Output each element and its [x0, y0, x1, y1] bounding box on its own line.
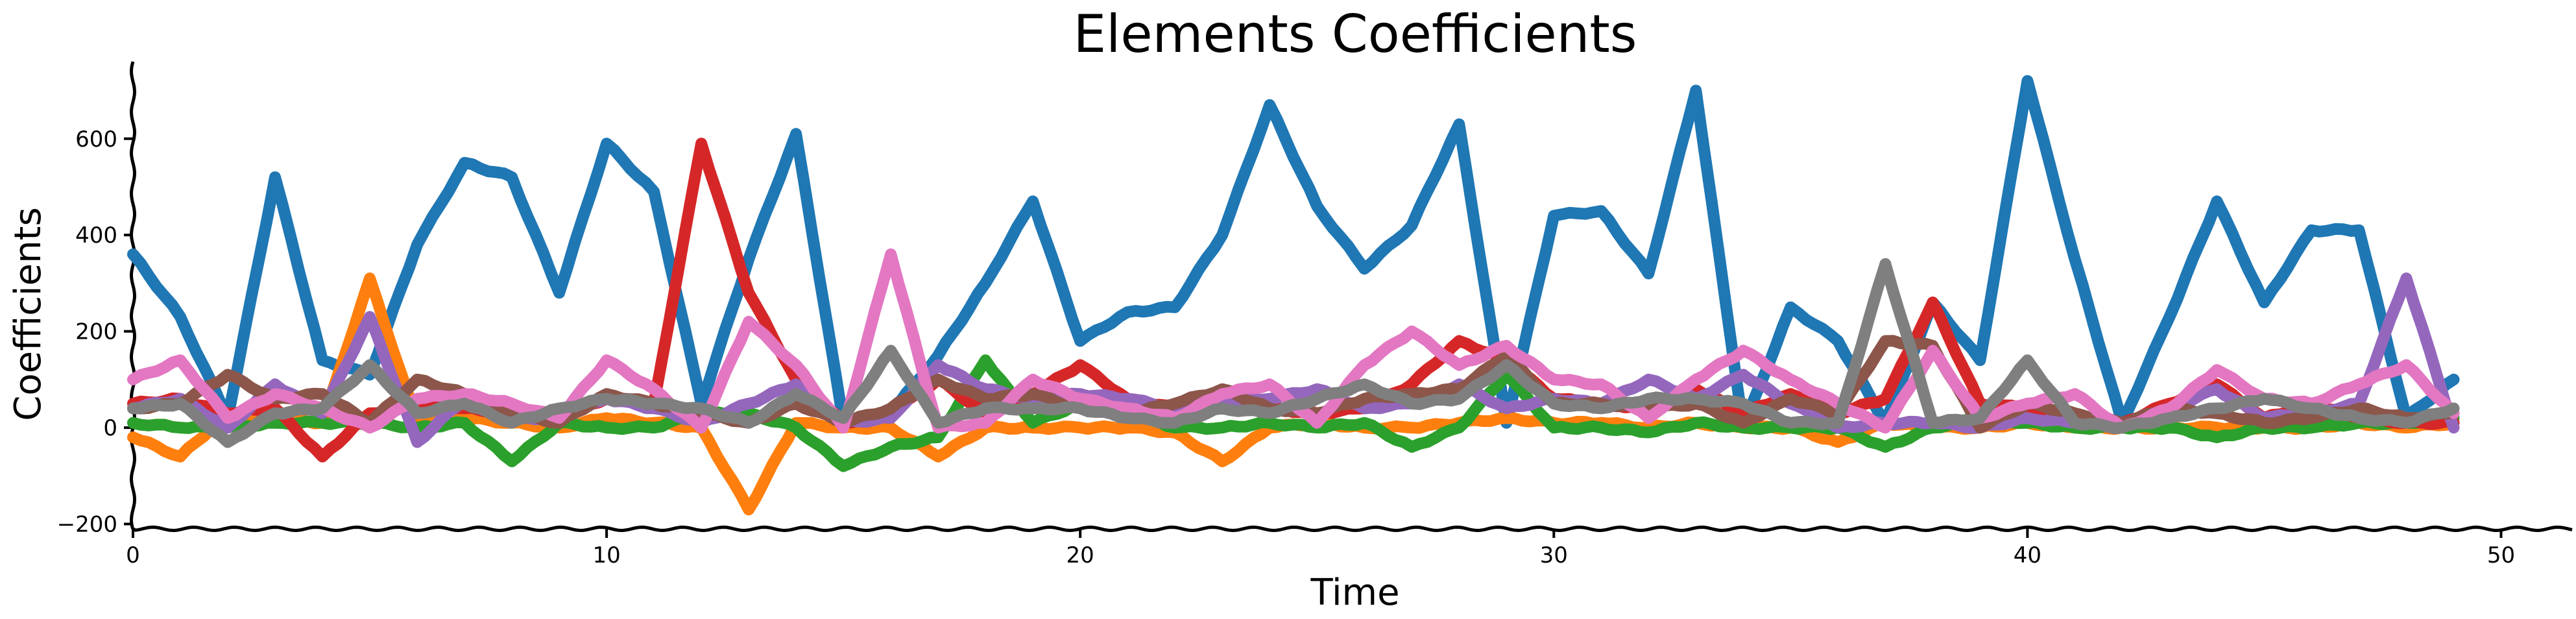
- y-tick-label: −200: [57, 512, 117, 538]
- chart-title: Elements Coefficients: [1074, 4, 1637, 64]
- y-tick-label: 600: [75, 127, 117, 152]
- x-tick-label: 0: [126, 542, 140, 568]
- x-axis-label: Time: [1310, 572, 1399, 614]
- y-tick-label: 0: [103, 415, 117, 441]
- y-axis-label: Coefficients: [7, 207, 49, 420]
- x-tick-label: 50: [2487, 542, 2515, 568]
- plot-area: 0 10 20 30 40 50 −200 0 200 400 600: [57, 61, 2573, 568]
- x-tick-label: 40: [2014, 542, 2041, 568]
- x-axis-spine: [132, 525, 2573, 533]
- y-axis-spine: [129, 61, 137, 529]
- y-tick-label: 200: [75, 319, 117, 345]
- x-tick-label: 20: [1066, 542, 1094, 568]
- y-tick-label: 400: [75, 223, 117, 249]
- series-line-8: [127, 258, 2460, 448]
- x-tick-label: 10: [592, 542, 620, 568]
- x-tick-label: 30: [1540, 542, 1568, 568]
- series-line-1: [127, 75, 2460, 434]
